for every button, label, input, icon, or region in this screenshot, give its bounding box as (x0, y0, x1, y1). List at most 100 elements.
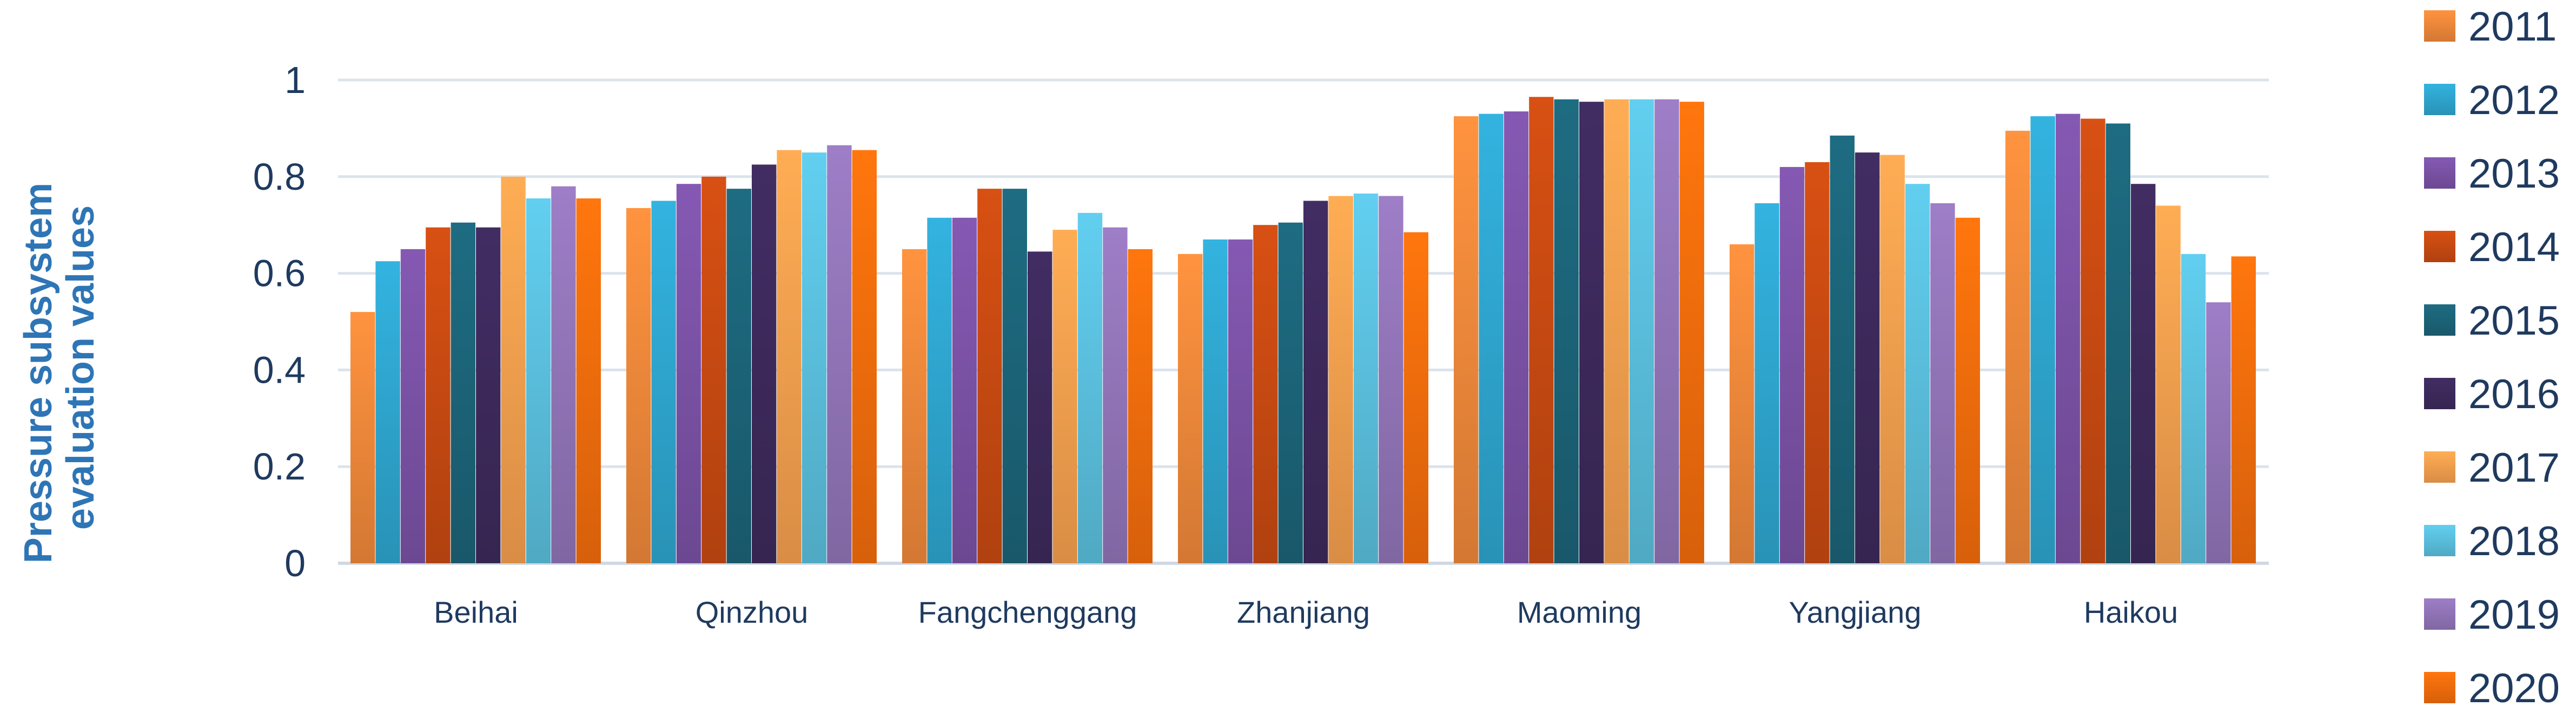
bar-haikou-2011 (2005, 130, 2030, 563)
x-axis-categories: Beihai Qinzhou Fangchenggang Zhanjiang Maomi… (434, 595, 2178, 629)
bar-qinzhou-2012 (651, 201, 676, 563)
bar-zhanjiang-2020 (1403, 232, 1428, 563)
bars (350, 97, 2256, 564)
bar-beihai-2017 (501, 176, 526, 563)
legend-swatch-2020 (2424, 672, 2455, 703)
bar-beihai-2012 (375, 261, 400, 563)
bar-fangchenggang-2011 (902, 249, 927, 563)
bar-maoming-2016 (1579, 102, 1604, 564)
bar-qinzhou-2013 (676, 184, 701, 564)
bar-beihai-2016 (476, 227, 501, 563)
bar-haikou-2015 (2105, 123, 2130, 563)
legend-swatch-2019 (2424, 598, 2455, 630)
bar-haikou-2017 (2156, 205, 2181, 563)
bar-haikou-2013 (2055, 114, 2081, 563)
bar-yangjiang-2013 (1779, 166, 1805, 563)
bar-haikou-2019 (2206, 302, 2231, 563)
bar-fangchenggang-2013 (952, 217, 977, 563)
legend-label-2015: 2015 (2468, 298, 2560, 344)
bar-beihai-2011 (350, 312, 375, 563)
bar-yangjiang-2016 (1855, 152, 1880, 564)
bar-fangchenggang-2012 (927, 217, 952, 563)
bar-qinzhou-2014 (701, 176, 726, 563)
y-tick-label: 0.8 (253, 156, 306, 198)
legend-label-2014: 2014 (2468, 224, 2560, 270)
bar-qinzhou-2018 (802, 152, 827, 564)
bar-qinzhou-2015 (726, 189, 751, 563)
bar-beihai-2020 (576, 198, 601, 563)
bar-maoming-2012 (1479, 114, 1504, 563)
bar-zhanjiang-2016 (1303, 201, 1328, 563)
x-category-label: Beihai (434, 595, 518, 629)
bar-beihai-2019 (551, 186, 576, 563)
bar-beihai-2014 (426, 227, 451, 563)
y-tick-label: 0.6 (253, 252, 306, 295)
bar-yangjiang-2014 (1805, 162, 1830, 564)
bar-yangjiang-2015 (1830, 135, 1855, 563)
bar-yangjiang-2011 (1730, 244, 1754, 564)
bar-maoming-2019 (1654, 99, 1679, 563)
bar-beihai-2013 (400, 249, 426, 563)
bar-zhanjiang-2011 (1178, 254, 1203, 564)
bar-zhanjiang-2018 (1353, 194, 1379, 564)
bar-maoming-2011 (1454, 116, 1479, 564)
bar-fangchenggang-2019 (1103, 227, 1128, 563)
y-tick-label: 1 (284, 59, 306, 101)
x-category-label: Fangchenggang (918, 595, 1137, 629)
x-category-label: Haikou (2084, 595, 2178, 629)
bar-zhanjiang-2015 (1278, 222, 1303, 564)
bar-haikou-2018 (2181, 254, 2206, 564)
bar-qinzhou-2017 (777, 150, 802, 563)
legend-swatch-2018 (2424, 525, 2455, 556)
legend-swatch-2011 (2424, 10, 2455, 42)
x-category-label: Maoming (1517, 595, 1641, 629)
legend-label-2020: 2020 (2468, 665, 2560, 711)
legend: 2011 2012 2013 2014 2015 2016 2017 2018 2019 2020 (2424, 4, 2560, 711)
legend-label-2012: 2012 (2468, 77, 2560, 123)
bar-zhanjiang-2012 (1203, 239, 1228, 563)
y-axis-ticks: 0 0.2 0.4 0.6 0.8 1 (253, 59, 306, 584)
legend-swatch-2013 (2424, 157, 2455, 189)
y-axis-title: Pressure subsystem evaluation values (17, 172, 102, 563)
bar-zhanjiang-2013 (1228, 239, 1253, 563)
legend-swatch-2015 (2424, 304, 2455, 336)
bar-yangjiang-2018 (1905, 184, 1930, 564)
bar-maoming-2014 (1529, 97, 1554, 564)
bar-qinzhou-2019 (827, 145, 852, 563)
y-axis-title-line-2: evaluation values (59, 205, 102, 530)
bar-zhanjiang-2017 (1328, 196, 1353, 563)
bar-beihai-2015 (451, 222, 475, 564)
bar-fangchenggang-2016 (1028, 251, 1052, 563)
bar-maoming-2015 (1554, 99, 1579, 563)
bar-maoming-2017 (1604, 99, 1629, 563)
bar-maoming-2018 (1629, 99, 1654, 563)
bar-yangjiang-2019 (1930, 203, 1955, 564)
legend-swatch-2017 (2424, 451, 2455, 483)
bar-zhanjiang-2019 (1379, 196, 1403, 563)
bar-maoming-2013 (1504, 111, 1529, 564)
x-category-label: Zhanjiang (1237, 595, 1370, 629)
legend-label-2017: 2017 (2468, 445, 2560, 491)
x-category-label: Qinzhou (696, 595, 809, 629)
bar-maoming-2020 (1679, 102, 1704, 564)
bar-qinzhou-2016 (752, 164, 777, 563)
legend-label-2011: 2011 (2468, 4, 2557, 50)
legend-swatch-2012 (2424, 84, 2455, 115)
bar-haikou-2016 (2131, 184, 2156, 564)
legend-label-2019: 2019 (2468, 592, 2560, 638)
bar-fangchenggang-2015 (1002, 189, 1027, 563)
legend-label-2016: 2016 (2468, 371, 2560, 417)
legend-swatch-2016 (2424, 378, 2455, 409)
legend-swatch-2014 (2424, 231, 2455, 262)
bar-haikou-2014 (2081, 118, 2105, 563)
y-tick-label: 0 (284, 542, 306, 584)
bar-qinzhou-2011 (626, 208, 651, 563)
bar-beihai-2018 (526, 198, 551, 563)
y-axis-title-line-1: Pressure subsystem (17, 183, 60, 563)
legend-label-2018: 2018 (2468, 518, 2560, 564)
bar-fangchenggang-2014 (977, 189, 1002, 563)
bar-yangjiang-2020 (1955, 217, 1980, 563)
bar-yangjiang-2012 (1754, 203, 1779, 564)
bar-qinzhou-2020 (852, 150, 877, 563)
